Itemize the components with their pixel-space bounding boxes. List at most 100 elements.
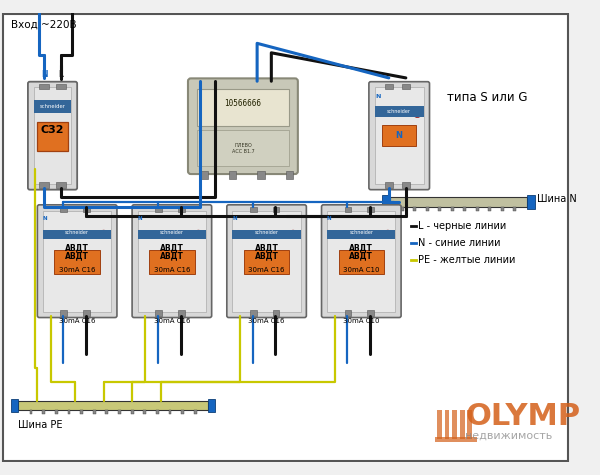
FancyBboxPatch shape	[37, 205, 117, 317]
Bar	[83, 310, 90, 316]
Bar	[476, 207, 479, 210]
Bar	[344, 310, 351, 316]
Bar	[437, 410, 442, 439]
Text: L - черные линии: L - черные линии	[418, 221, 506, 231]
Bar	[149, 250, 194, 274]
Bar	[367, 310, 374, 316]
Text: 30mA С10: 30mA С10	[343, 317, 380, 323]
Bar	[68, 410, 70, 414]
Bar	[382, 125, 416, 146]
Bar	[272, 207, 279, 212]
Text: schneider: schneider	[387, 109, 411, 114]
Bar	[229, 171, 236, 179]
Bar	[250, 310, 257, 316]
Text: schneider: schneider	[160, 230, 184, 235]
Bar	[367, 207, 374, 212]
Text: N: N	[41, 70, 47, 79]
Bar	[413, 207, 416, 210]
Bar	[42, 410, 45, 414]
Text: N: N	[43, 216, 47, 220]
Bar	[232, 230, 301, 239]
Bar	[43, 210, 111, 312]
Bar	[374, 87, 424, 184]
Text: PE - желтые линии: PE - желтые линии	[418, 255, 515, 265]
Bar	[445, 410, 449, 439]
Bar	[155, 207, 162, 212]
Bar	[513, 207, 516, 210]
Bar	[39, 182, 49, 188]
Text: N: N	[327, 216, 331, 220]
Text: 30mA С16: 30mA С16	[59, 317, 95, 323]
Text: schneider: schneider	[40, 104, 65, 109]
Text: schneider: schneider	[349, 230, 373, 235]
Text: недвижимость: недвижимость	[466, 431, 553, 441]
Circle shape	[413, 108, 422, 117]
Bar	[155, 310, 162, 316]
Text: N: N	[232, 216, 237, 220]
Bar	[327, 210, 395, 312]
Bar	[19, 401, 208, 410]
Circle shape	[384, 230, 392, 238]
Bar	[435, 437, 477, 442]
Circle shape	[289, 230, 297, 238]
Text: 30mA С16: 30mA С16	[248, 317, 285, 323]
Bar	[250, 207, 257, 212]
Text: N: N	[137, 216, 142, 220]
Bar	[56, 84, 66, 89]
Bar	[56, 182, 66, 188]
Bar	[385, 182, 392, 188]
FancyBboxPatch shape	[322, 205, 401, 317]
Bar	[178, 310, 185, 316]
Bar	[106, 410, 108, 414]
Text: N: N	[395, 131, 403, 140]
Bar	[452, 410, 457, 439]
Text: schneider: schneider	[65, 230, 89, 235]
Bar	[43, 230, 111, 239]
Bar	[467, 410, 472, 439]
Bar	[382, 195, 390, 209]
Bar	[29, 410, 32, 414]
Text: АВДТ: АВДТ	[254, 244, 278, 253]
Text: 30mA С16: 30mA С16	[59, 267, 95, 273]
Bar	[527, 195, 535, 209]
Bar	[244, 250, 289, 274]
Text: АВДТ: АВДТ	[349, 251, 373, 260]
Bar	[83, 207, 90, 212]
Bar	[131, 410, 134, 414]
Bar	[402, 84, 410, 89]
Bar	[169, 410, 172, 414]
Text: Шина N: Шина N	[536, 194, 576, 204]
Bar	[37, 122, 68, 152]
Text: ПЛЕВО
АСС В1.7: ПЛЕВО АСС В1.7	[232, 143, 254, 154]
Text: АВДТ: АВДТ	[65, 244, 89, 253]
Bar	[232, 210, 301, 312]
Bar	[143, 410, 146, 414]
Bar	[463, 207, 466, 210]
Bar	[197, 89, 289, 126]
Bar	[451, 207, 454, 210]
Bar	[488, 207, 491, 210]
Bar	[500, 207, 503, 210]
Bar	[390, 197, 527, 207]
Text: АВДТ: АВДТ	[349, 244, 373, 253]
Bar	[327, 230, 395, 239]
FancyBboxPatch shape	[28, 82, 77, 190]
Bar	[272, 310, 279, 316]
Text: 30mA С16: 30mA С16	[154, 267, 190, 273]
Text: АВДТ: АВДТ	[65, 251, 89, 260]
Bar	[374, 105, 424, 117]
Bar	[178, 207, 185, 212]
Bar	[138, 230, 206, 239]
Bar	[338, 250, 384, 274]
Bar	[55, 250, 100, 274]
Bar	[181, 410, 184, 414]
Text: OLYMP: OLYMP	[466, 402, 581, 431]
Text: 30mA С16: 30mA С16	[248, 267, 285, 273]
Circle shape	[194, 230, 202, 238]
Text: schneider: schneider	[254, 230, 278, 235]
Bar	[197, 130, 289, 165]
Bar	[438, 207, 441, 210]
Text: C32: C32	[41, 125, 64, 135]
Bar	[118, 410, 121, 414]
Bar	[80, 410, 83, 414]
